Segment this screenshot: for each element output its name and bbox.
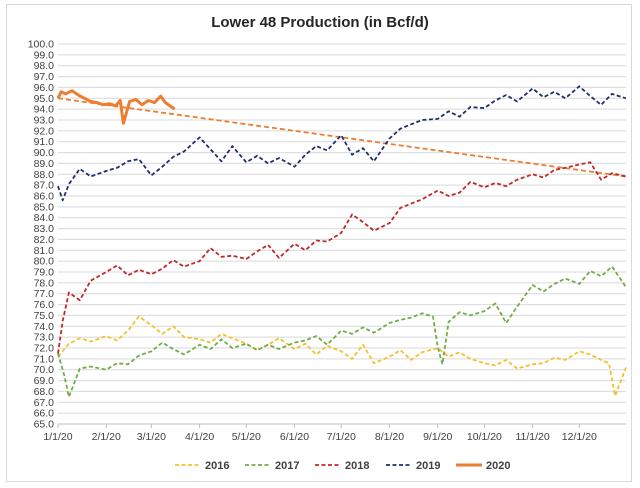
y-tick-label: 89.0 (34, 158, 55, 170)
y-tick-label: 65.0 (34, 419, 55, 431)
series-line-2018 (57, 161, 627, 354)
y-tick-label: 75.0 (34, 310, 55, 322)
y-tick-label: 73.0 (34, 332, 55, 344)
y-axis-tick-labels: 65.066.067.068.069.070.071.072.073.074.0… (28, 39, 54, 431)
x-tick-label: 8/1/20 (375, 431, 404, 443)
x-tick-label: 12/1/20 (562, 431, 597, 443)
x-tick-label: 6/1/20 (280, 431, 309, 443)
y-tick-label: 67.0 (34, 397, 55, 409)
y-tick-label: 71.0 (34, 353, 55, 365)
series-line-2019 (57, 85, 627, 202)
x-tick-label: 5/1/20 (232, 431, 261, 443)
y-tick-label: 68.0 (34, 386, 55, 398)
y-tick-label: 99.0 (34, 49, 55, 61)
x-tick-label: 2/1/20 (92, 431, 121, 443)
y-tick-label: 93.0 (34, 115, 55, 127)
y-tick-label: 94.0 (34, 104, 55, 116)
x-tick-label: 1/1/20 (43, 431, 72, 443)
x-tick-label: 7/1/20 (327, 431, 356, 443)
y-tick-label: 87.0 (34, 180, 55, 192)
legend-label-2017: 2017 (275, 460, 299, 472)
series-line-2017 (57, 265, 627, 398)
y-tick-label: 96.0 (34, 82, 55, 94)
legend-label-2016: 2016 (205, 460, 229, 472)
y-tick-label: 100.0 (28, 39, 54, 51)
y-tick-label: 76.0 (34, 299, 55, 311)
y-tick-label: 79.0 (34, 267, 55, 279)
y-tick-label: 97.0 (34, 71, 55, 83)
y-tick-label: 85.0 (34, 201, 55, 213)
y-tick-label: 88.0 (34, 169, 55, 181)
grid-lines (58, 43, 626, 425)
y-tick-label: 70.0 (34, 364, 55, 376)
y-tick-label: 77.0 (34, 288, 55, 300)
y-tick-label: 95.0 (34, 93, 55, 105)
y-tick-label: 72.0 (34, 343, 55, 355)
y-tick-label: 86.0 (34, 191, 55, 203)
series-lines (56, 85, 627, 398)
x-tick-label: 11/1/20 (515, 431, 549, 443)
x-tick-label: 3/1/20 (137, 431, 166, 443)
x-tick-label: 4/1/20 (185, 431, 214, 443)
y-tick-label: 78.0 (34, 277, 55, 289)
x-tick-label: 9/1/20 (423, 431, 452, 443)
y-tick-label: 81.0 (34, 245, 55, 257)
legend-label-2020: 2020 (486, 460, 510, 472)
y-tick-label: 80.0 (34, 256, 55, 268)
y-tick-label: 69.0 (34, 375, 55, 387)
legend-label-2019: 2019 (416, 460, 440, 472)
y-tick-label: 83.0 (34, 223, 55, 235)
y-tick-label: 92.0 (34, 125, 55, 137)
series-line-2016 (57, 315, 627, 397)
legend-label-2018: 2018 (345, 460, 369, 472)
y-tick-label: 98.0 (34, 60, 55, 72)
y-tick-label: 91.0 (34, 136, 55, 148)
x-axis-tick-labels: 1/1/20 2/1/20 3/1/20 4/1/20 5/1/20 6/1/20 7/1/… (43, 424, 597, 443)
y-tick-label: 74.0 (34, 321, 55, 333)
y-tick-label: 84.0 (34, 212, 55, 224)
y-tick-label: 82.0 (34, 234, 55, 246)
legend: 2016 2017 2018 2019 2020 (175, 460, 510, 472)
series-line-2020 (56, 89, 176, 125)
y-tick-label: 90.0 (34, 147, 55, 159)
x-tick-label: 10/1/20 (467, 431, 502, 443)
y-tick-label: 66.0 (34, 408, 55, 420)
chart-title: Lower 48 Production (in Bcf/d) (211, 14, 429, 31)
